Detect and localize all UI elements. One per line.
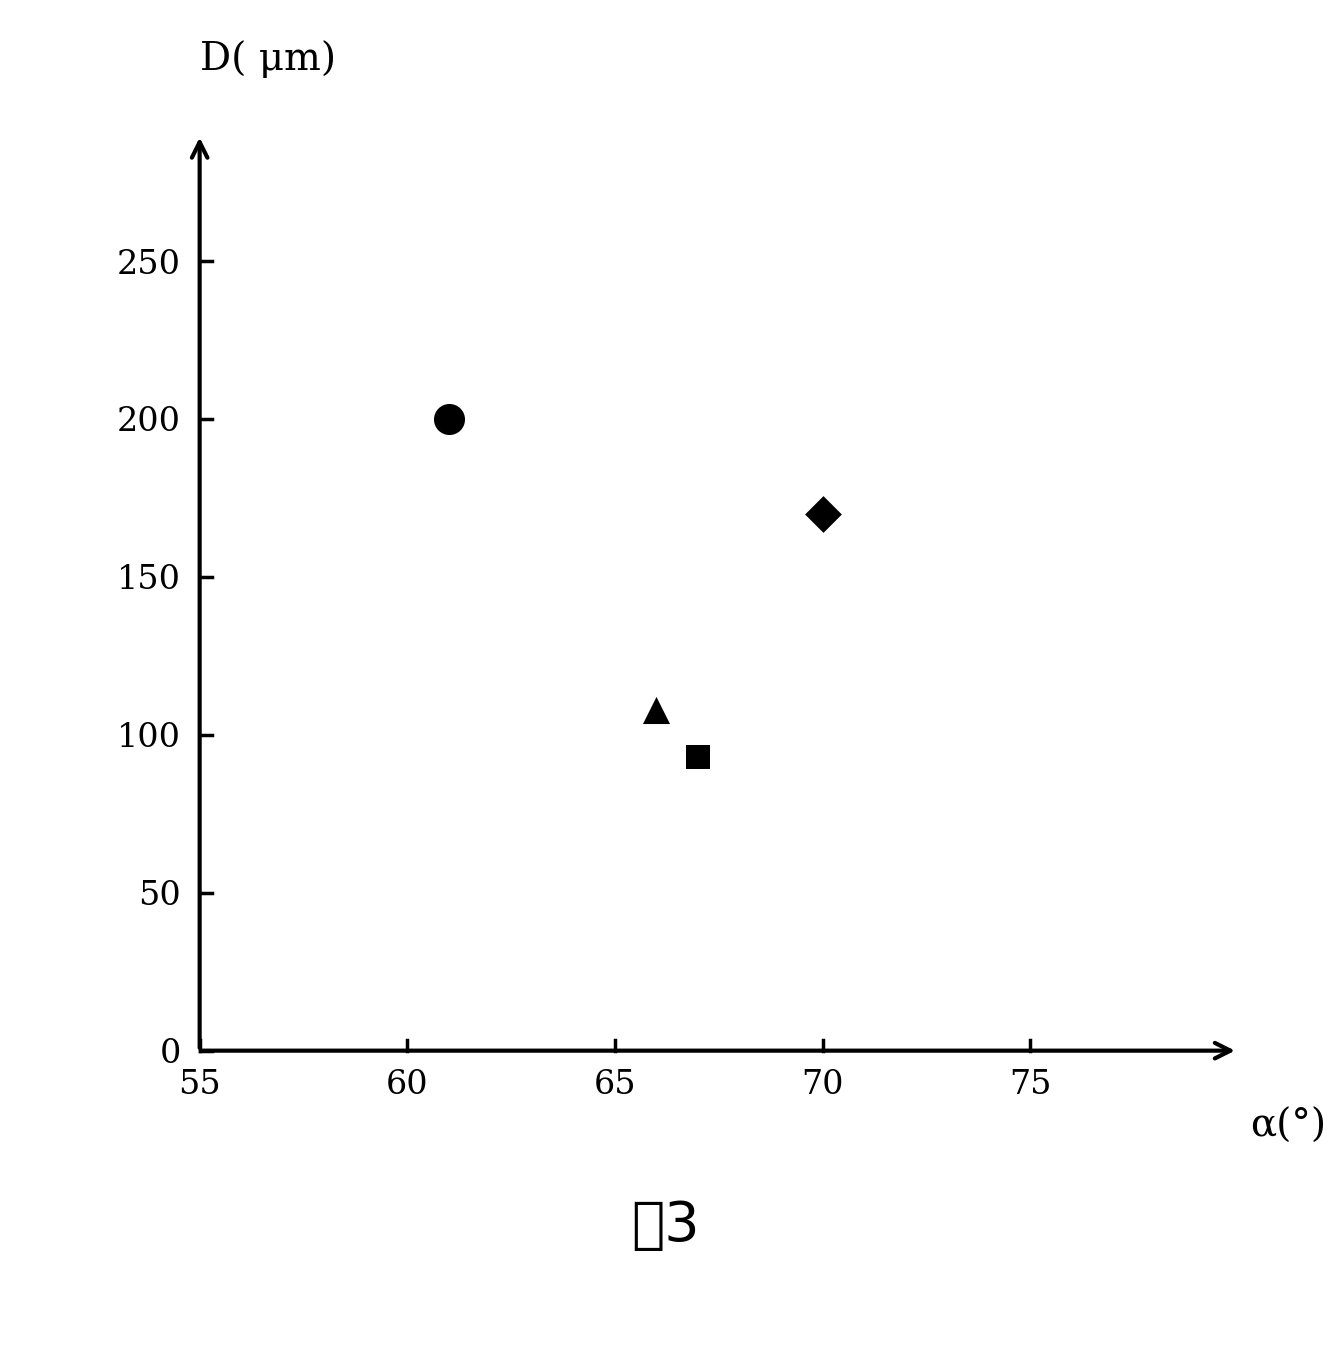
Text: D( μm): D( μm) <box>200 40 335 78</box>
Text: 图3: 图3 <box>631 1199 700 1253</box>
Point <box>438 408 459 430</box>
Point <box>812 502 833 524</box>
Point <box>687 746 708 768</box>
Text: α(°): α(°) <box>1250 1107 1327 1145</box>
Point <box>646 699 667 721</box>
